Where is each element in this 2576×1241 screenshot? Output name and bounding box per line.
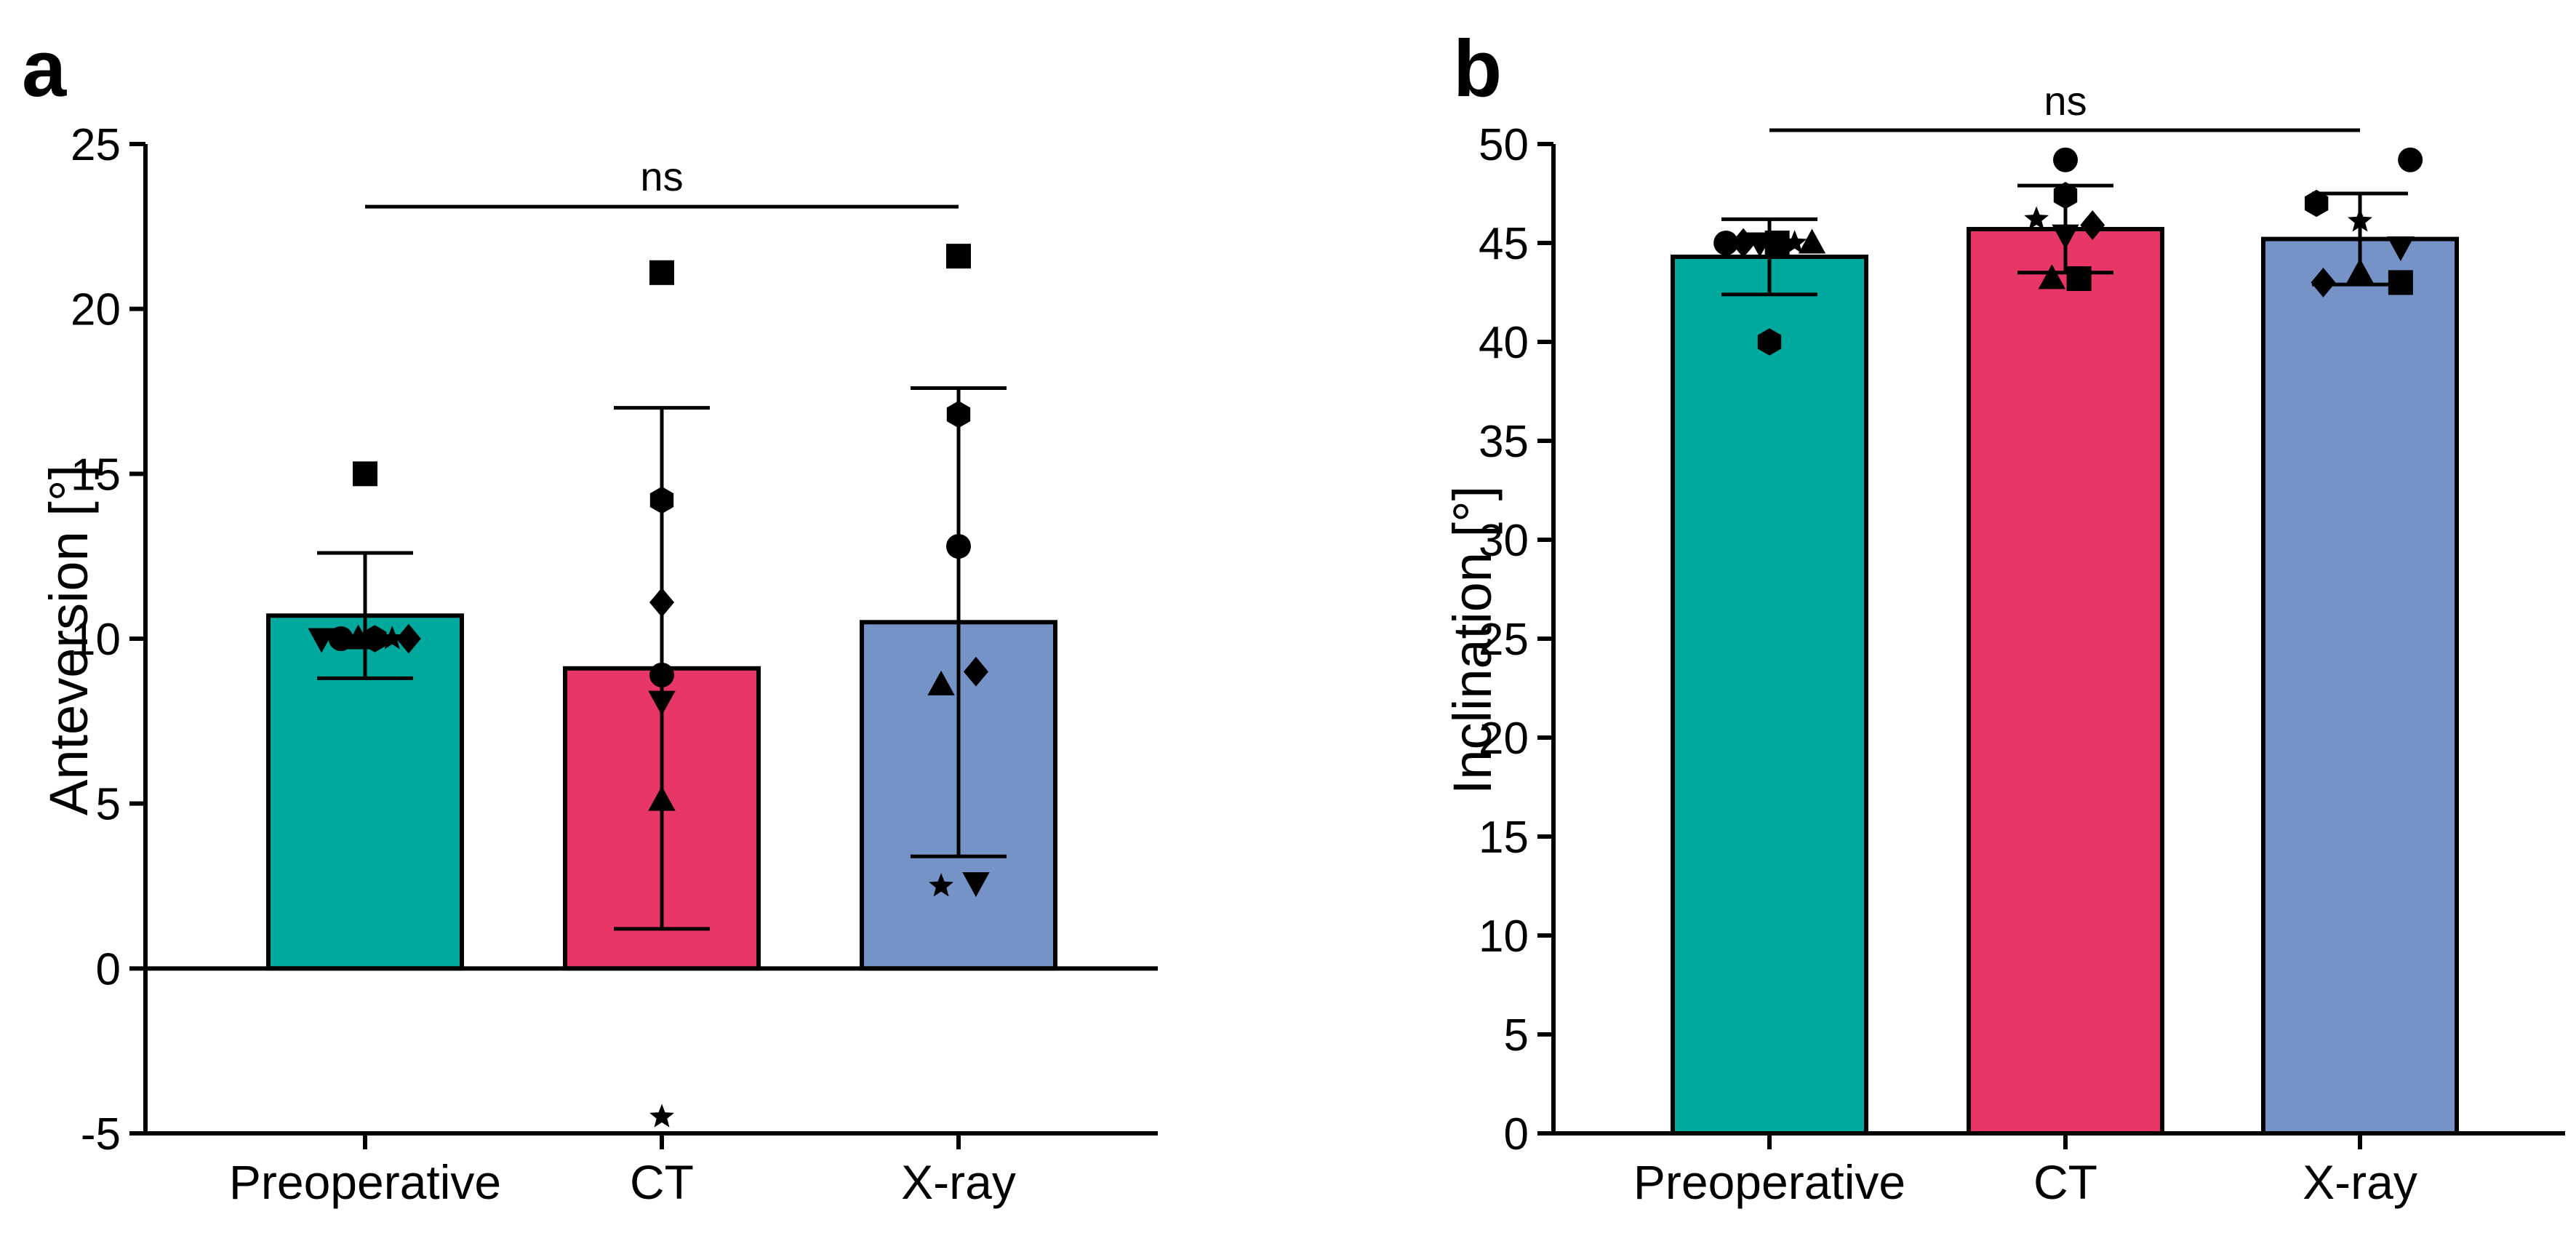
- data-point-xray-circle-b: [2398, 147, 2423, 172]
- data-point-xray-hexagon-b: [2304, 189, 2329, 218]
- y-tick-label-a-0: -5: [81, 1109, 121, 1160]
- category-label-ct-a: CT: [630, 1155, 694, 1209]
- data-point-preoperative-square-a: [353, 461, 377, 487]
- data-point-ct-downtriangle-a: [648, 690, 676, 716]
- data-point-preoperative-square-b: [1764, 231, 1790, 255]
- data-point-xray-triangle-b: [2346, 258, 2374, 284]
- bar-xray-b: [2261, 236, 2459, 1136]
- data-point-ct-square-a: [649, 260, 674, 285]
- significance-label-b: ns: [2044, 78, 2087, 124]
- y-tick-label-b-2: 10: [1479, 911, 1529, 962]
- data-point-ct-triangle-a: [648, 786, 676, 811]
- y-tick-label-a-2: 5: [96, 780, 121, 830]
- category-label-ct-b: CT: [2033, 1155, 2097, 1209]
- data-point-preoperative-circle-a: [328, 626, 353, 651]
- data-point-xray-square-b: [2388, 270, 2413, 295]
- data-point-preoperative-triangle-b: [1798, 228, 1826, 254]
- data-point-xray-diamond-a: [963, 656, 988, 687]
- y-tick-label-a-1: 0: [96, 944, 121, 994]
- y-tick-label-b-7: 35: [1479, 417, 1529, 467]
- data-point-preoperative-diamond-a: [396, 623, 421, 654]
- y-axis-title-b: Inclination [°]: [1442, 486, 1503, 795]
- data-point-preoperative-star-b: [1782, 230, 1807, 254]
- y-tick-label-b-3: 15: [1479, 813, 1529, 863]
- y-tick-label-a-5: 20: [71, 285, 121, 335]
- data-point-ct-downtriangle-b: [2052, 224, 2079, 250]
- data-point-xray-circle-a: [946, 534, 971, 559]
- data-point-ct-triangle-b: [2038, 264, 2066, 290]
- data-point-xray-square-a: [946, 244, 971, 269]
- category-label-preoperative-a: Preoperative: [229, 1155, 501, 1209]
- data-point-ct-diamond-a: [649, 587, 674, 618]
- y-tick-label-a-3: 10: [71, 615, 121, 665]
- data-point-preoperative-downtriangle-a: [308, 628, 335, 653]
- y-tick-label-b-4: 20: [1479, 714, 1529, 764]
- y-tick-label-b-9: 45: [1479, 219, 1529, 269]
- data-point-xray-downtriangle-a: [962, 872, 990, 898]
- y-tick-label-b-6: 30: [1479, 516, 1529, 566]
- panel-a: a Anteversion [°] Preoperative CT X-ray …: [22, 24, 1158, 1209]
- y-tick-label-a-6: 25: [71, 120, 121, 170]
- data-point-xray-downtriangle-b: [2387, 236, 2415, 261]
- category-label-preoperative-b: Preoperative: [1633, 1155, 1905, 1209]
- data-point-xray-hexagon-a: [946, 401, 971, 428]
- panel-letter-a: a: [22, 24, 67, 113]
- bar-ct-b: [1967, 226, 2164, 1136]
- y-tick-label-b-0: 0: [1504, 1109, 1529, 1160]
- data-point-preoperative-hexagon-b: [1757, 328, 1782, 356]
- category-label-xray-a: X-ray: [901, 1155, 1016, 1209]
- y-tick-label-b-1: 5: [1504, 1010, 1529, 1061]
- y-tick-label-a-4: 15: [71, 450, 121, 500]
- data-point-ct-star-a: [649, 1104, 674, 1128]
- significance-label-a: ns: [640, 153, 683, 199]
- panel-b: b Inclination [°] Preoperative CT X-ray …: [1442, 24, 2565, 1209]
- data-point-xray-diamond-b: [2311, 268, 2336, 298]
- data-point-xray-star-b: [2348, 208, 2372, 232]
- data-point-preoperative-hexagon-a: [363, 625, 387, 653]
- data-point-preoperative-star-a: [380, 626, 405, 650]
- y-tick-label-b-10: 50: [1479, 120, 1529, 170]
- data-point-preoperative-diamond-b: [1731, 228, 1756, 258]
- y-tick-label-b-5: 25: [1479, 615, 1529, 665]
- data-point-ct-star-b: [2024, 206, 2049, 230]
- data-point-ct-hexagon-a: [649, 486, 674, 514]
- data-point-ct-hexagon-b: [2053, 182, 2078, 210]
- data-point-ct-circle-b: [2053, 147, 2078, 172]
- y-tick-label-b-8: 40: [1479, 318, 1529, 368]
- y-axis-title-a: Anteversion [°]: [39, 465, 99, 815]
- category-label-xray-b: X-ray: [2303, 1155, 2417, 1209]
- data-point-preoperative-circle-b: [1713, 231, 1739, 255]
- data-point-ct-circle-a: [649, 662, 674, 687]
- data-point-xray-triangle-a: [927, 670, 955, 695]
- panel-letter-b: b: [1453, 24, 1502, 113]
- data-point-ct-diamond-b: [2080, 210, 2105, 240]
- data-point-xray-star-a: [929, 873, 954, 897]
- data-point-ct-square-b: [2066, 266, 2092, 291]
- bar-preoperative-b: [1671, 255, 1868, 1136]
